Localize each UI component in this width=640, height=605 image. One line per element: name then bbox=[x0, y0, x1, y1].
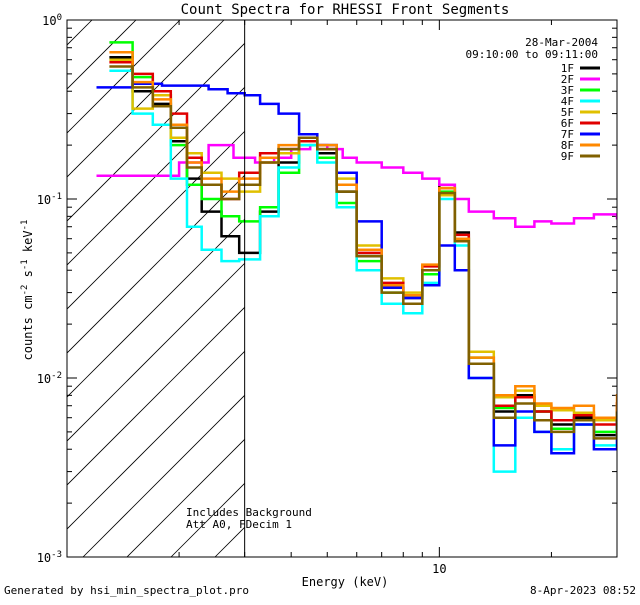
y-label-exp3: -1 bbox=[20, 220, 30, 231]
y-label-mid: s bbox=[21, 270, 35, 284]
y-tick-exp: -3 bbox=[51, 550, 62, 560]
x-axis-label: Energy (keV) bbox=[302, 575, 389, 589]
y-tick-label: 10-1 bbox=[37, 192, 62, 207]
legend-label-9F: 9F bbox=[561, 150, 574, 163]
y-tick-base: 10 bbox=[42, 14, 56, 28]
y-label-exp1: -2 bbox=[20, 285, 30, 296]
footer-generated-by: Generated by hsi_min_spectra_plot.pro bbox=[4, 584, 249, 597]
y-tick-base: 10 bbox=[37, 193, 51, 207]
hatch-line bbox=[0, 20, 4, 557]
y-tick-exp: -2 bbox=[51, 371, 62, 381]
y-tick-label: 10-2 bbox=[37, 371, 62, 386]
y-tick-exp: 0 bbox=[57, 13, 62, 23]
x-tick-label: 10 bbox=[432, 562, 446, 576]
hatch-line bbox=[0, 20, 224, 557]
y-label-main: counts cm bbox=[21, 295, 35, 360]
chart-title: Count Spectra for RHESSI Front Segments bbox=[181, 2, 510, 18]
footer-timestamp: 8-Apr-2023 08:52 bbox=[530, 584, 636, 597]
y-tick-label: 100 bbox=[42, 13, 62, 28]
y-label-end: keV bbox=[21, 230, 35, 259]
hatch-line bbox=[0, 20, 92, 557]
hatch-line bbox=[0, 20, 268, 557]
y-tick-base: 10 bbox=[37, 551, 51, 565]
y-tick-base: 10 bbox=[37, 372, 51, 386]
x-tick-labels: 10100 bbox=[432, 562, 640, 576]
hatched-region bbox=[0, 20, 640, 557]
time-range-label: 09:10:00 to 09:11:00 bbox=[466, 48, 598, 61]
annotation-attenuator: Att A0, FDecim 1 bbox=[186, 518, 292, 531]
y-label-exp2: -1 bbox=[20, 259, 30, 270]
y-axis-label: counts cm-2 s-1 keV-1 bbox=[20, 220, 35, 361]
y-tick-exp: -1 bbox=[51, 192, 62, 202]
y-tick-label: 10-3 bbox=[37, 550, 62, 565]
